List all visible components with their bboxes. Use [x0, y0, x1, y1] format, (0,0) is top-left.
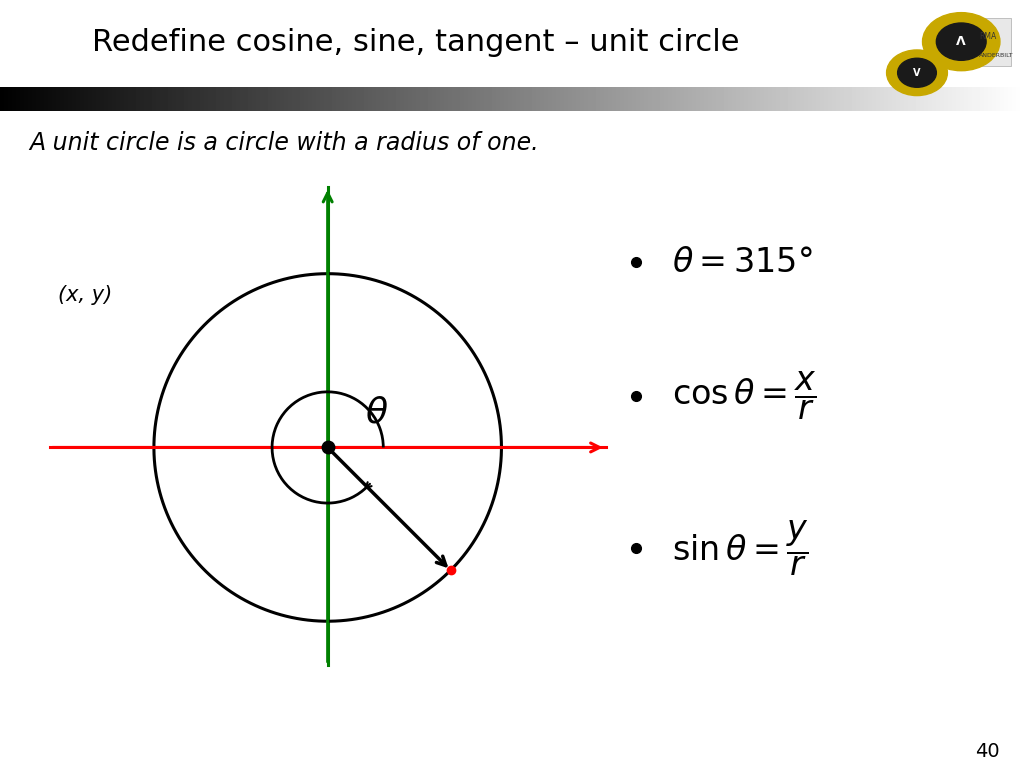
Text: Λ: Λ: [956, 35, 966, 48]
Circle shape: [923, 12, 999, 71]
Text: 40: 40: [975, 742, 999, 760]
Text: A unit circle is a circle with a radius of one.: A unit circle is a circle with a radius …: [30, 131, 539, 155]
Text: ANDERBILT: ANDERBILT: [979, 53, 1014, 58]
Text: $\cos\theta = \dfrac{x}{r}$: $\cos\theta = \dfrac{x}{r}$: [672, 369, 817, 422]
Text: $\theta = 315°$: $\theta = 315°$: [672, 246, 813, 279]
Text: $\sin\theta = \dfrac{y}{r}$: $\sin\theta = \dfrac{y}{r}$: [672, 518, 809, 578]
FancyBboxPatch shape: [955, 18, 1011, 65]
Text: RMA: RMA: [979, 32, 996, 41]
Circle shape: [936, 23, 986, 61]
Circle shape: [898, 58, 936, 88]
Text: (x, y): (x, y): [58, 284, 113, 305]
Text: Redefine cosine, sine, tangent – unit circle: Redefine cosine, sine, tangent – unit ci…: [92, 28, 739, 57]
Text: θ: θ: [366, 396, 387, 430]
Text: V: V: [913, 68, 921, 78]
Circle shape: [887, 50, 947, 95]
